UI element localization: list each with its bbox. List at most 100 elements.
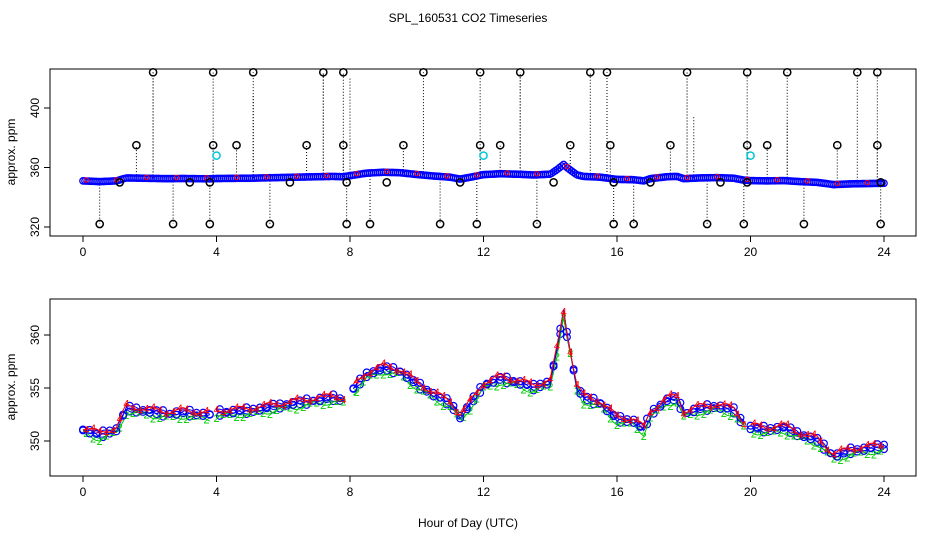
series-point-4: 4 [440,390,446,402]
series-point-2: 2 [300,402,306,414]
series-point-2: 2 [694,411,700,423]
series-point-4: 4 [520,375,526,387]
top-y-axis-label: approx. ppm [4,119,18,186]
series-point-2: 2 [177,414,183,426]
bottom-data-layer: 2 2 2 2 2 22 2 2 2 2 2 2 2 2 2 2 2 2 2 2 2 2 2 2 2 2 2 2 2 2 2 2 2 2 2 2 2 22… [78,306,888,467]
series-point-2: 2 [213,413,219,425]
series-point-2: 2 [687,409,693,421]
series-point-3 [229,409,238,418]
series-point-4: 4 [574,380,580,392]
series-point-2: 2 [864,449,870,461]
series-point-4: 4 [123,399,129,411]
series-point-3 [656,402,665,411]
series-point-4: 4 [751,418,757,430]
series-point-4: 4 [130,403,136,415]
series-point-2: 2 [727,411,733,423]
flag-dip [455,178,465,187]
series-point-2: 2 [203,415,209,427]
series-point-2: 2 [440,401,446,413]
flag-high [852,67,862,77]
series-point-3 [663,397,672,406]
top-point-alt [534,171,540,177]
series-point-2: 2 [374,370,380,382]
series-point-3 [185,405,194,414]
series-point-3 [556,324,565,333]
series-point-2: 2 [260,408,266,420]
top-point-alt [233,174,240,181]
flag-low [265,219,275,229]
x-tick-label: 0 [80,245,87,259]
series-point-4: 4 [177,403,183,415]
series-point-3 [422,385,431,394]
flag-high [872,67,882,77]
series-point-4: 4 [394,366,400,378]
series-point-4: 4 [117,414,123,426]
series-point-4: 4 [764,424,770,436]
series-point-2: 2 [587,400,593,412]
flag-high [208,67,218,77]
top-point-alt [714,173,720,180]
flag-alt [746,151,755,160]
flag-dip [185,178,195,187]
series-point-2: 2 [240,412,246,424]
flag-low [95,219,105,229]
series-point-2: 2 [150,414,156,426]
series-point-4: 4 [871,438,877,450]
series-point-2: 2 [407,380,413,392]
x-axis-label: Hour of Day (UTC) [418,516,518,530]
top-point-alt [384,168,390,175]
series-point-4: 4 [414,376,420,388]
top-point-alt [594,173,600,179]
series-point-4: 4 [183,404,189,416]
flag-low [205,219,215,229]
series-point-4: 4 [233,402,239,414]
series-point-3 [576,389,585,398]
x-tick-label: 16 [610,485,624,499]
series-point-2: 2 [467,405,473,417]
series-point-4: 4 [420,383,426,395]
series-point-4: 4 [314,393,320,405]
series-point-2: 2 [681,410,687,422]
series-point-4: 4 [374,363,380,375]
series-point-2: 2 [387,369,393,381]
series-point-2: 2 [454,409,460,421]
flag-high [419,67,428,77]
y-tick-label: 400 [28,98,42,118]
flag-high [682,67,692,77]
series-point-4: 4 [247,405,253,417]
y-tick-label: 360 [28,157,42,177]
x-tick-label: 24 [877,485,891,499]
series-point-4: 4 [607,403,613,415]
flag-low [629,219,639,229]
series-point-2: 2 [380,370,386,382]
top-point-alt [504,170,510,176]
flag-dip [285,178,295,187]
flag-alt [479,151,488,160]
series-point-4: 4 [487,375,493,387]
flag-low [168,219,178,229]
y-tick-label: 320 [28,217,42,237]
series-point-2: 2 [233,412,239,424]
x-tick-label: 20 [744,485,758,499]
series-point-4: 4 [163,409,169,421]
series-point-2: 2 [360,377,366,389]
series-point-2: 2 [667,401,673,413]
series-point-4: 4 [367,368,373,380]
series-point-4: 4 [601,400,607,412]
flag-mid [605,140,615,150]
series-point-3 [866,444,875,453]
series-point-4: 4 [103,427,109,439]
x-tick-label: 12 [477,245,491,259]
series-point-4: 4 [707,402,713,414]
series-point-4: 4 [387,362,393,374]
series-point-2: 2 [163,410,169,422]
flag-high [475,67,485,77]
series-point-2: 2 [334,396,340,408]
bottom-x-axis: 0 4 8 12 16 20 24 [80,475,891,499]
chart-title: SPL_160531 CO2 Timeseries [389,11,548,25]
series-point-2: 2 [130,408,136,420]
series-point-3 [416,378,425,387]
series-point-2: 2 [554,352,560,364]
